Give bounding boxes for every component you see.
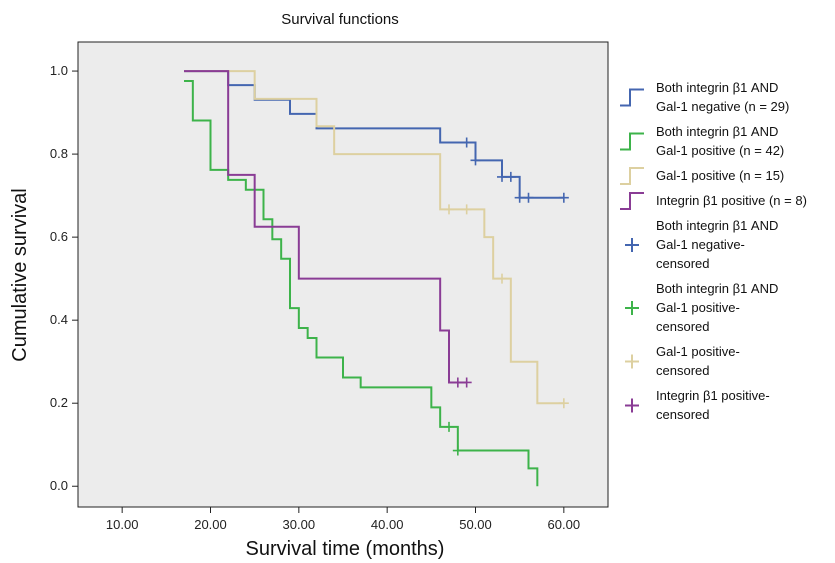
legend-swatch-2 <box>620 132 644 151</box>
legend-label-1: Both integrin β1 AND <box>656 80 778 95</box>
legend-label-5: Both integrin β1 AND <box>656 218 778 233</box>
censor-mark-3 <box>497 273 507 284</box>
censor-mark-1 <box>558 192 569 203</box>
legend-censor-swatch-2 <box>625 301 639 315</box>
legend-label-5: Gal-1 negative- <box>656 237 745 252</box>
y-tick-label: 0.8 <box>50 146 68 161</box>
x-tick-label: 40.00 <box>371 517 404 532</box>
x-tick-label: 60.00 <box>548 517 581 532</box>
censor-mark-3 <box>444 204 454 215</box>
censored-marks <box>444 137 569 456</box>
legend-label-5: censored <box>656 256 709 271</box>
censor-mark-2 <box>452 445 463 456</box>
x-tick-label: 10.00 <box>106 517 139 532</box>
censor-mark-1 <box>505 171 516 182</box>
x-tick-label: 50.00 <box>459 517 492 532</box>
censor-mark-3 <box>558 398 569 409</box>
x-tick-label: 20.00 <box>194 517 227 532</box>
y-tick-label: 0.0 <box>50 478 68 493</box>
legend-label-2: Gal-1 positive (n = 42) <box>656 143 784 158</box>
legend-censor-swatch-3 <box>625 354 639 369</box>
censor-mark-1 <box>497 171 507 182</box>
y-axis: 0.0 0.2 0.4 0.6 0.8 1.0 <box>50 63 78 493</box>
legend-label-3: Gal-1 positive (n = 15) <box>656 168 784 183</box>
legend-swatch-3 <box>620 167 644 185</box>
legend-censor-swatch-4 <box>625 398 639 413</box>
series-line-4 <box>184 70 467 384</box>
y-tick-label: 0.4 <box>50 312 68 327</box>
censor-mark-1 <box>470 155 481 166</box>
y-tick-label: 0.2 <box>50 395 68 410</box>
censor-mark-2 <box>444 421 454 432</box>
x-axis: 10.00 20.00 30.00 40.00 50.00 60.00 <box>106 507 580 532</box>
plot-area <box>77 41 609 508</box>
legend-label-6: Gal-1 positive- <box>656 300 740 315</box>
legend: Both integrin β1 AND Gal-1 negative (n = … <box>620 80 807 422</box>
legend-label-2: Both integrin β1 AND <box>656 124 778 139</box>
censor-mark-1 <box>514 192 525 203</box>
legend-label-6: censored <box>656 319 709 334</box>
legend-swatch-1 <box>620 88 644 107</box>
y-tick-label: 0.6 <box>50 229 68 244</box>
legend-label-7: Gal-1 positive- <box>656 344 740 359</box>
censor-mark-4 <box>461 377 472 388</box>
x-axis-title: Survival time (months) <box>246 538 445 560</box>
censor-mark-4 <box>452 377 463 388</box>
legend-censor-swatch-1 <box>625 238 639 252</box>
series-line-2 <box>184 80 539 487</box>
legend-label-4: Integrin β1 positive (n = 8) <box>656 193 807 208</box>
censor-mark-1 <box>461 137 472 148</box>
chart-title: Survival functions <box>281 11 399 28</box>
censor-mark-3 <box>461 204 472 215</box>
legend-swatch-4 <box>620 192 644 210</box>
legend-label-8: Integrin β1 positive- <box>656 388 770 403</box>
legend-label-7: censored <box>656 363 709 378</box>
x-tick-label: 30.00 <box>283 517 316 532</box>
legend-label-6: Both integrin β1 AND <box>656 281 778 296</box>
y-tick-label: 1.0 <box>50 63 68 78</box>
censor-mark-1 <box>523 192 534 203</box>
legend-label-1: Gal-1 negative (n = 29) <box>656 99 789 114</box>
legend-label-8: censored <box>656 407 709 422</box>
y-axis-title: Cumulative survival <box>9 188 31 361</box>
